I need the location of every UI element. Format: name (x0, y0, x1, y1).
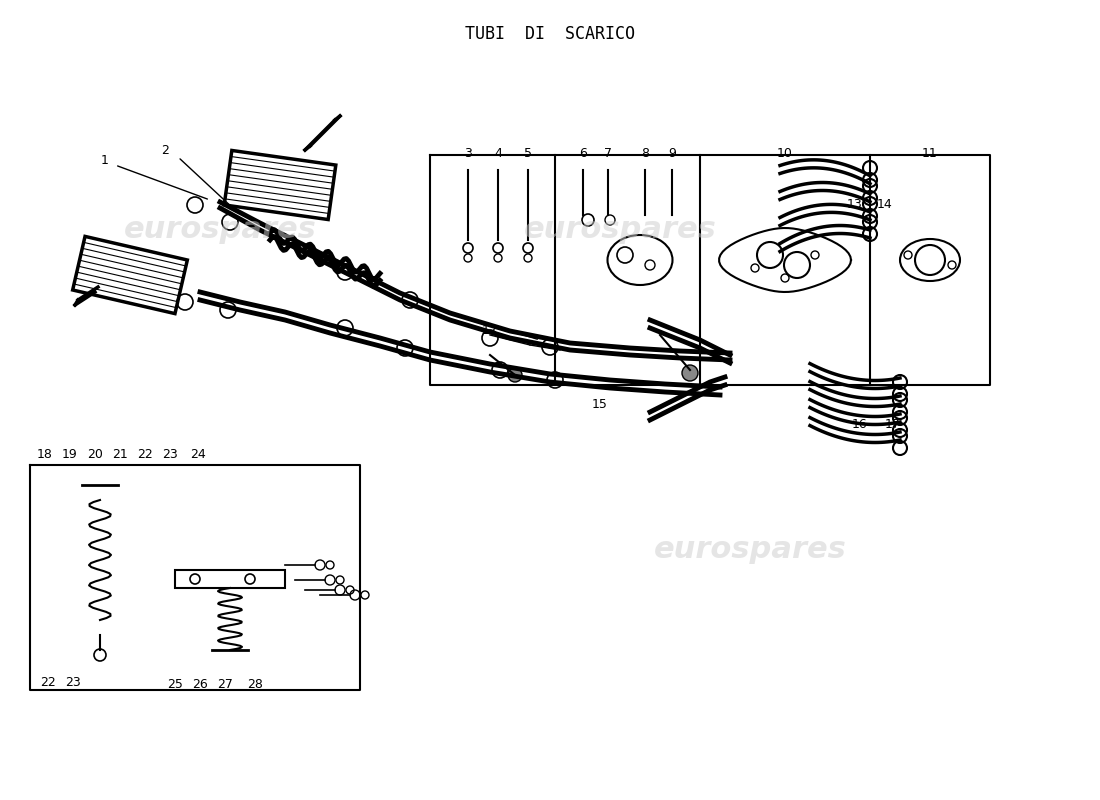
Text: 26: 26 (192, 678, 208, 691)
Circle shape (508, 368, 522, 382)
Text: 18: 18 (37, 449, 53, 462)
Text: 3: 3 (464, 147, 472, 160)
Text: 4: 4 (494, 147, 502, 160)
Text: 28: 28 (248, 678, 263, 691)
Text: 23: 23 (162, 449, 178, 462)
Circle shape (682, 365, 698, 381)
Text: 22: 22 (138, 449, 153, 462)
Text: 15: 15 (592, 398, 608, 411)
Text: 19: 19 (62, 449, 78, 462)
Text: 11: 11 (922, 147, 938, 160)
Text: 24: 24 (190, 449, 206, 462)
Bar (175, 570, 285, 588)
Text: eurospares: eurospares (524, 215, 716, 245)
Text: 2: 2 (161, 143, 169, 157)
Text: 8: 8 (641, 147, 649, 160)
Text: 6: 6 (579, 147, 587, 160)
Text: 23: 23 (65, 675, 81, 689)
Text: TUBI  DI  SCARICO: TUBI DI SCARICO (465, 25, 635, 43)
Text: 12: 12 (482, 323, 498, 337)
Text: 14: 14 (877, 198, 893, 211)
Text: 7: 7 (604, 147, 612, 160)
Text: 5: 5 (524, 147, 532, 160)
Text: 10: 10 (777, 147, 793, 160)
Text: 22: 22 (40, 675, 56, 689)
Text: 1: 1 (101, 154, 109, 166)
Text: 25: 25 (167, 678, 183, 691)
Text: 16: 16 (852, 418, 868, 431)
Text: eurospares: eurospares (123, 215, 317, 245)
Text: 13: 13 (847, 198, 862, 211)
Text: 27: 27 (217, 678, 233, 691)
Text: 21: 21 (112, 449, 128, 462)
Text: 17: 17 (886, 418, 901, 431)
Text: 20: 20 (87, 449, 103, 462)
Text: eurospares: eurospares (653, 535, 846, 565)
Text: 9: 9 (668, 147, 675, 160)
